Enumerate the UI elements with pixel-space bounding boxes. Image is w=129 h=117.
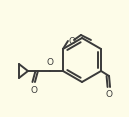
Text: O: O bbox=[69, 37, 76, 46]
Text: O: O bbox=[106, 90, 113, 99]
Text: O: O bbox=[46, 58, 53, 67]
Text: O: O bbox=[30, 86, 37, 95]
